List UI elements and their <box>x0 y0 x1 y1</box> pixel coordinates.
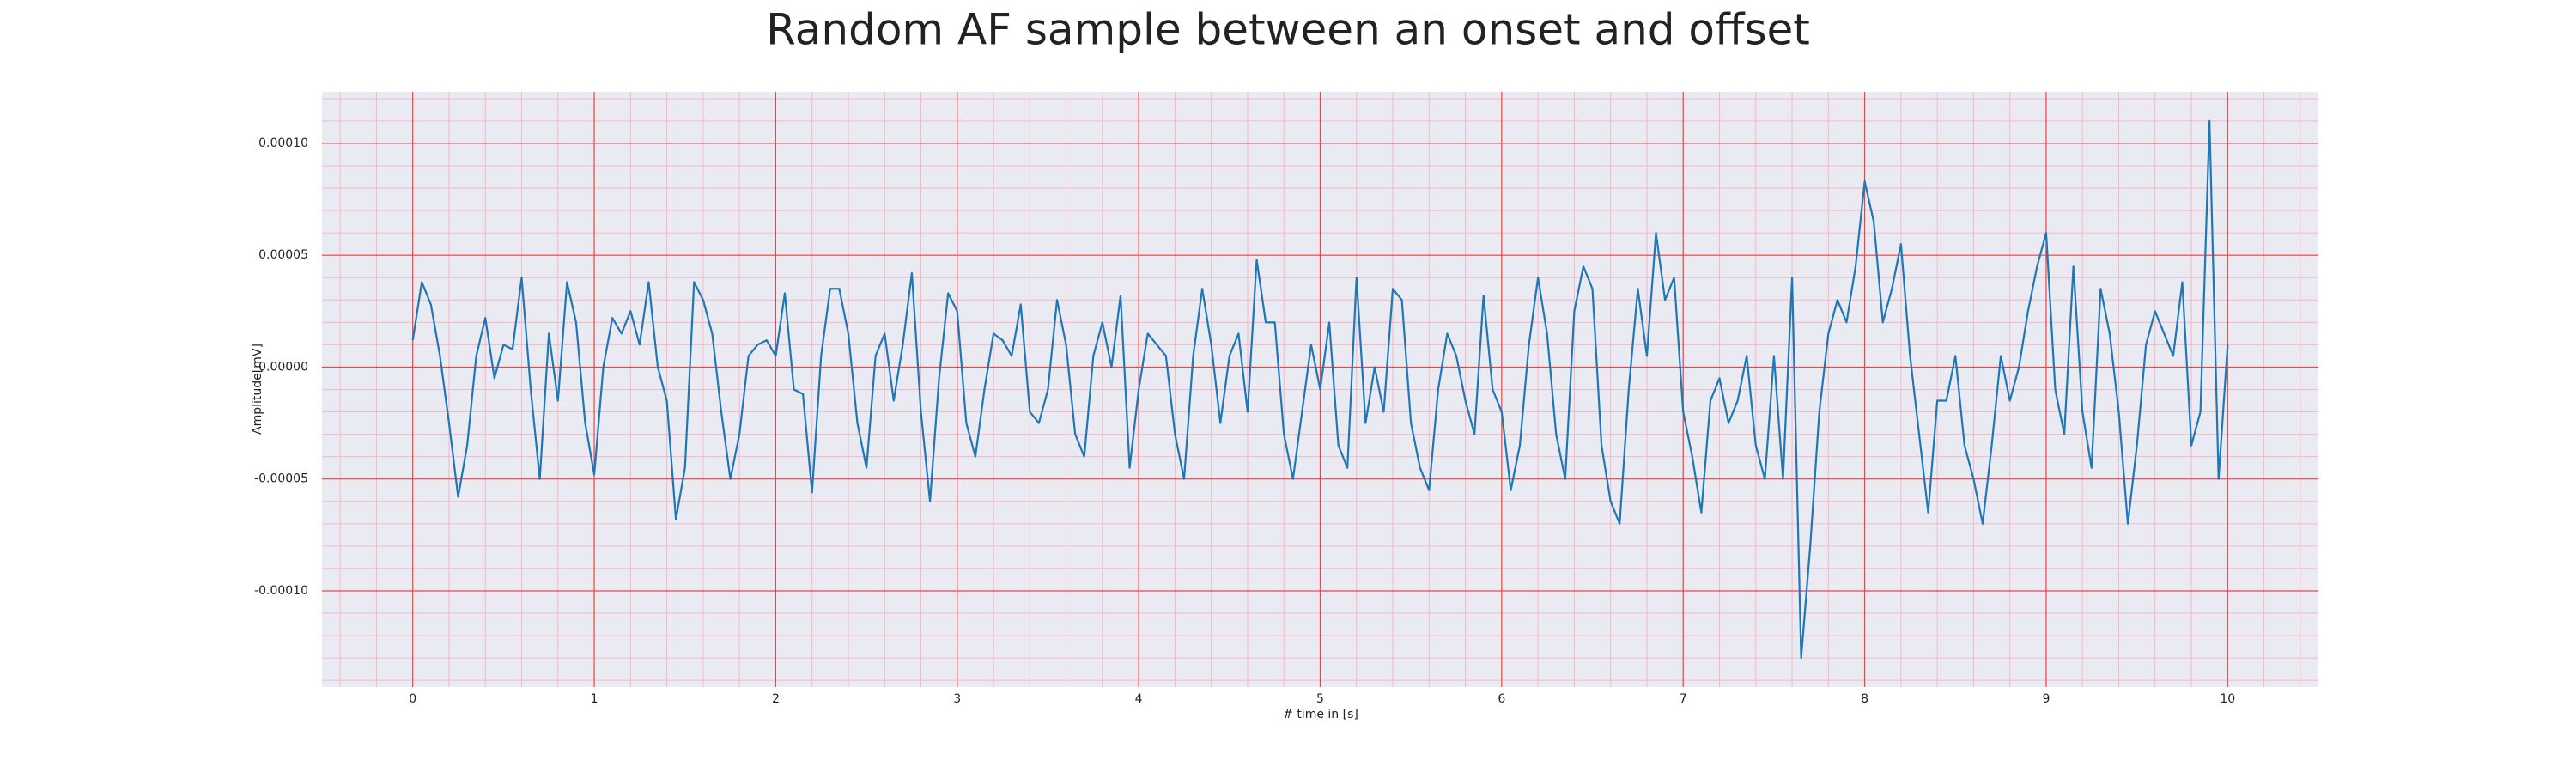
x-tick-label: 8 <box>1861 692 1868 706</box>
signal-line <box>411 119 2229 660</box>
y-tick-label: -0.00010 <box>254 584 308 598</box>
y-tick-label: 0.00000 <box>258 360 308 374</box>
x-tick-label: 5 <box>1316 692 1324 706</box>
x-tick-label: 3 <box>953 692 961 706</box>
x-tick-label: 6 <box>1498 692 1505 706</box>
y-tick-label: -0.00005 <box>254 472 308 486</box>
y-tick-label: 0.00010 <box>258 137 308 150</box>
x-tick-label: 9 <box>2042 692 2050 706</box>
y-tick-label: 0.00005 <box>258 248 308 262</box>
x-tick-label: 2 <box>772 692 780 706</box>
x-tick-label: 4 <box>1135 692 1143 706</box>
x-tick-label: 1 <box>591 692 598 706</box>
x-axis-label: # time in [s] <box>1283 708 1358 721</box>
chart-title: Random AF sample between an onset and of… <box>766 5 1810 55</box>
x-tick-label: 0 <box>409 692 416 706</box>
x-tick-label: 7 <box>1680 692 1687 706</box>
y-axis-label: Amplitude[mV] <box>251 344 264 435</box>
x-tick-label: 10 <box>2220 692 2235 706</box>
